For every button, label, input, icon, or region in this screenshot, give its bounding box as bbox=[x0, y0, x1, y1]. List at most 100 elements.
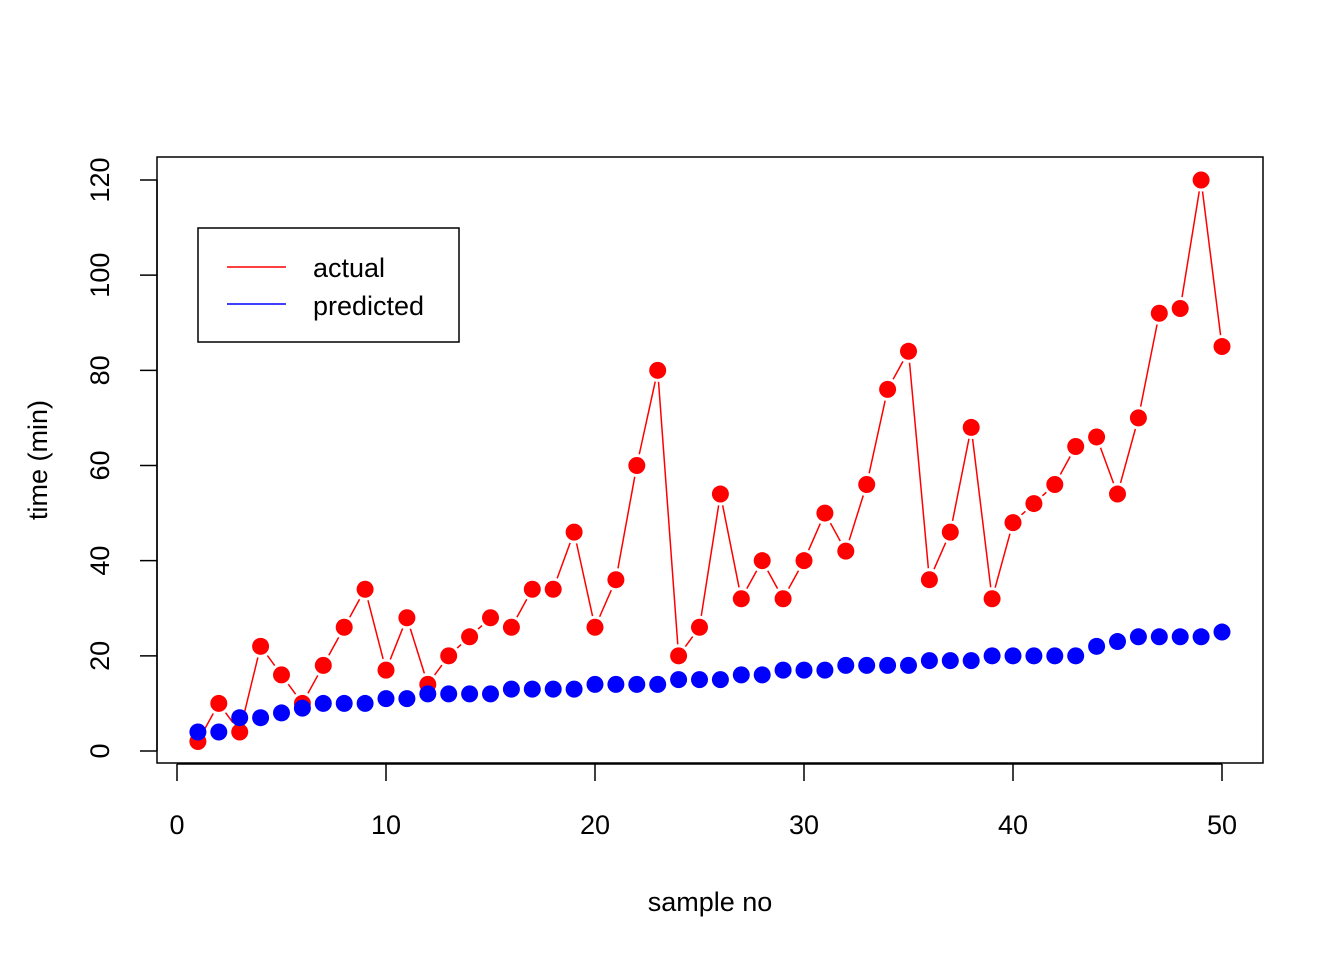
point-actual bbox=[900, 342, 917, 360]
point-predicted bbox=[900, 656, 917, 674]
point-predicted bbox=[231, 709, 249, 727]
line-segment-actual bbox=[933, 542, 947, 570]
point-predicted bbox=[1129, 628, 1147, 646]
x-tick-label: 50 bbox=[1207, 810, 1237, 840]
line-segment-actual bbox=[367, 600, 384, 660]
point-actual bbox=[356, 580, 374, 598]
point-actual bbox=[586, 618, 604, 636]
point-actual bbox=[732, 590, 750, 608]
point-predicted bbox=[356, 694, 374, 712]
line-segment-actual bbox=[224, 712, 234, 724]
point-actual bbox=[753, 552, 771, 570]
y-tick-label: 40 bbox=[85, 546, 115, 576]
point-actual bbox=[210, 694, 228, 712]
point-predicted bbox=[1213, 623, 1231, 641]
point-actual bbox=[1025, 495, 1043, 513]
point-predicted bbox=[691, 671, 708, 689]
point-predicted bbox=[711, 671, 729, 689]
point-actual bbox=[607, 571, 625, 589]
line-segment-actual bbox=[617, 476, 636, 569]
point-predicted bbox=[565, 680, 583, 698]
y-tick-label: 0 bbox=[85, 743, 115, 758]
point-predicted bbox=[628, 675, 646, 693]
point-actual bbox=[837, 542, 855, 560]
series-layer bbox=[189, 171, 1231, 750]
line-segment-actual bbox=[807, 523, 821, 551]
x-tick-label: 0 bbox=[169, 810, 184, 840]
point-predicted bbox=[670, 671, 688, 689]
point-actual bbox=[314, 656, 332, 674]
point-actual bbox=[628, 457, 646, 474]
y-tick-label: 120 bbox=[85, 157, 115, 202]
point-actual bbox=[482, 609, 499, 627]
line-segment-actual bbox=[994, 533, 1011, 588]
point-actual bbox=[1109, 485, 1126, 503]
point-predicted bbox=[335, 694, 353, 712]
point-actual bbox=[670, 647, 688, 665]
x-tick-label: 20 bbox=[580, 810, 610, 840]
point-predicted bbox=[252, 709, 270, 727]
point-actual bbox=[1067, 437, 1085, 455]
line-segment-actual bbox=[241, 657, 259, 721]
point-predicted bbox=[273, 704, 290, 722]
point-predicted bbox=[210, 723, 228, 741]
point-predicted bbox=[1088, 637, 1106, 655]
point-predicted bbox=[816, 661, 834, 679]
point-predicted bbox=[837, 656, 855, 674]
line-segment-actual bbox=[1099, 447, 1115, 484]
line-segment-actual bbox=[1181, 191, 1200, 298]
point-predicted bbox=[377, 690, 395, 708]
line-segment-actual bbox=[787, 570, 800, 590]
point-actual bbox=[1004, 514, 1022, 532]
line-segment-actual bbox=[556, 542, 571, 579]
point-actual bbox=[774, 590, 792, 608]
line-segment-actual bbox=[287, 683, 297, 695]
x-axis-title: sample no bbox=[648, 887, 773, 917]
point-actual bbox=[858, 476, 876, 494]
line-segment-actual bbox=[767, 570, 779, 590]
x-axis: 0 10 20 30 40 50 bbox=[169, 763, 1237, 840]
point-actual bbox=[691, 618, 708, 636]
line-segment-actual bbox=[868, 400, 886, 474]
line-segment-actual bbox=[1201, 191, 1222, 336]
point-predicted bbox=[523, 680, 541, 698]
point-predicted bbox=[858, 656, 876, 674]
point-predicted bbox=[1004, 647, 1022, 665]
line-segment-actual bbox=[456, 643, 462, 649]
line-segment-actual bbox=[1059, 456, 1071, 475]
point-predicted bbox=[398, 690, 416, 708]
line-segment-actual bbox=[1041, 491, 1047, 497]
line-segment-actual bbox=[266, 655, 276, 667]
y-tick-label: 60 bbox=[85, 450, 115, 480]
y-tick-label: 100 bbox=[85, 253, 115, 298]
point-actual bbox=[879, 380, 897, 398]
x-tick-label: 30 bbox=[789, 810, 819, 840]
point-actual bbox=[711, 485, 729, 503]
point-predicted bbox=[1067, 647, 1085, 665]
point-predicted bbox=[502, 680, 520, 698]
line-segment-actual bbox=[829, 522, 841, 542]
point-actual bbox=[335, 618, 353, 636]
point-actual bbox=[273, 666, 290, 684]
line-segment-actual bbox=[721, 505, 740, 588]
line-segment-actual bbox=[848, 495, 864, 541]
line-segment-actual bbox=[389, 628, 404, 660]
line-segment-actual bbox=[746, 570, 758, 590]
point-actual bbox=[377, 661, 395, 679]
point-actual bbox=[565, 523, 583, 541]
point-predicted bbox=[461, 685, 479, 703]
y-axis: 0 20 40 60 80 100 120 bbox=[85, 157, 158, 759]
x-tick-label: 40 bbox=[998, 810, 1028, 840]
point-actual bbox=[649, 361, 667, 379]
point-predicted bbox=[983, 647, 1001, 665]
point-actual bbox=[1046, 476, 1064, 494]
line-segment-actual bbox=[598, 589, 612, 618]
point-actual bbox=[1088, 428, 1106, 446]
point-actual bbox=[440, 647, 458, 665]
point-actual bbox=[1150, 304, 1168, 322]
point-actual bbox=[962, 418, 980, 436]
line-segment-actual bbox=[328, 637, 340, 656]
line-segment-actual bbox=[892, 361, 904, 380]
point-actual bbox=[502, 618, 520, 636]
